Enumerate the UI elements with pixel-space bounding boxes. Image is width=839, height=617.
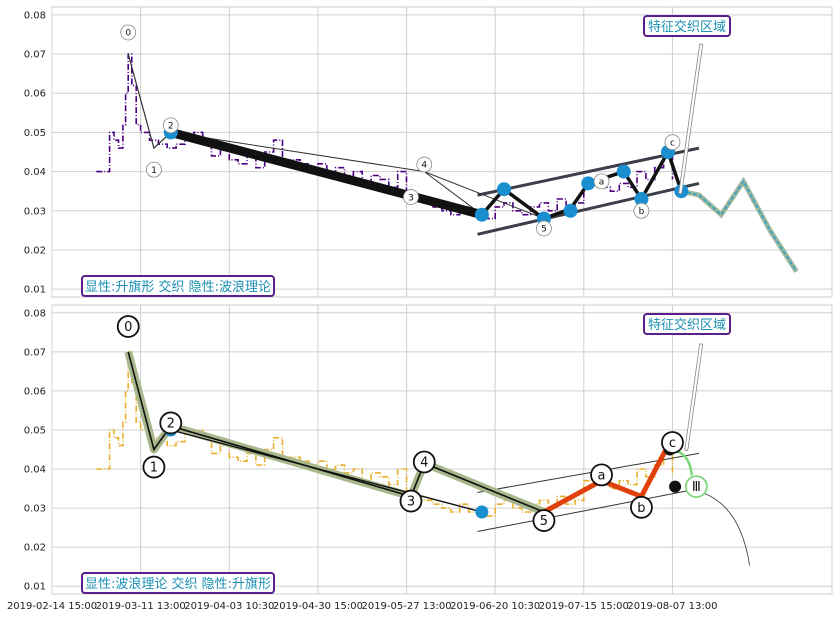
y-tick-label: 0.01 (24, 285, 46, 296)
wave-label: 5 (541, 225, 547, 235)
y-tick-label: 0.06 (24, 89, 46, 100)
wave-label-circle (532, 509, 556, 532)
bottom-chart-panel: 0.01 0.02 0.03 0.04 0.05 0.06 0.07 0.08 0 1 2 3 4 5 a b… (24, 304, 833, 595)
wave-label: 1 (151, 166, 157, 176)
y-tick-label: 0.07 (24, 347, 46, 358)
wave-label: 1 (150, 461, 158, 476)
pattern-label-box (81, 275, 275, 297)
wave-label-circle (416, 156, 433, 173)
x-tick-label: 2019-04-03 10:30 (184, 601, 274, 612)
wave-point (634, 192, 649, 207)
wave-label: 4 (421, 161, 427, 171)
wave-label-circle (116, 315, 140, 338)
marker-point (669, 480, 682, 493)
wave-point (616, 164, 631, 179)
x-tick-label: 2019-06-20 10:30 (450, 601, 540, 612)
y-tick-label: 0.03 (24, 504, 46, 515)
feature-region-box (643, 15, 731, 37)
pattern-label: 显性:波浪理论 交织 隐性:升旗形 (85, 576, 271, 592)
trend-line (542, 444, 671, 515)
y-tick-label: 0.05 (24, 425, 46, 436)
channel-lower-line (477, 488, 700, 532)
wave-point (474, 207, 489, 222)
wave-label: 2 (167, 416, 175, 431)
wave-label: c (670, 138, 675, 148)
wave-label-circle (684, 475, 708, 499)
indicator-bar (684, 343, 704, 451)
wave-label: a (599, 178, 605, 188)
feature-region-label: 特征交织区域 (648, 19, 726, 35)
x-tick-label: 2019-04-30 15:00 (273, 601, 363, 612)
feature-region-label: 特征交织区域 (648, 317, 726, 333)
wave-label: 4 (420, 455, 428, 470)
wave-point (563, 203, 578, 218)
wave-label-circle (120, 24, 137, 41)
y-tick-label: 0.07 (24, 50, 46, 61)
projection-line (681, 179, 798, 272)
plot-area (51, 6, 833, 298)
y-tick-label: 0.03 (24, 206, 46, 217)
feature-region-box (643, 313, 731, 335)
wave-label-circle (661, 431, 684, 454)
wave-label: 0 (124, 320, 132, 335)
y-tick-label: 0.02 (24, 543, 46, 554)
wave-label-circle (403, 189, 419, 205)
x-tick-label: 2019-02-14 15:00 (7, 601, 97, 612)
y-tick-label: 0.08 (24, 10, 46, 21)
wave-label: 5 (540, 514, 548, 529)
y-tick-label: 0.05 (24, 128, 46, 139)
wave-label-circle (412, 450, 436, 474)
wave-label-circle (142, 455, 166, 479)
x-tick-label: 2019-07-15 15:00 (539, 601, 629, 612)
wave-label: b (637, 501, 645, 516)
indicator-bar (678, 43, 704, 195)
wave-label: Ⅲ (692, 480, 701, 495)
wave-main-line (127, 53, 172, 150)
wave-main-line (166, 127, 487, 220)
x-tick-label: 2019-08-07 13:00 (627, 601, 717, 612)
wave-label-circle (630, 495, 653, 519)
wave-label-circle (146, 161, 162, 178)
wave-point (581, 176, 596, 191)
y-tick-label: 0.01 (24, 582, 46, 593)
wave-point (497, 182, 512, 197)
wave-label-circle (590, 463, 613, 487)
wave-label: 2 (168, 122, 174, 132)
y-tick-label: 0.06 (24, 386, 46, 397)
wave-label-circle (593, 173, 610, 190)
x-tick-label: 2019-03-11 13:00 (96, 601, 186, 612)
wave-label: 3 (407, 495, 415, 510)
wave-label: b (639, 207, 645, 217)
pattern-label: 显性:升旗形 交织 隐性:波浪理论 (85, 279, 271, 295)
channel-upper-line (477, 146, 700, 197)
wave-label-circle (399, 489, 423, 513)
wave-label-circle (159, 411, 183, 435)
wave-label-circle (162, 117, 179, 134)
wave-label: a (598, 468, 606, 483)
wave-thin-line (170, 429, 483, 513)
wave-point (475, 505, 489, 519)
wave-label-circle (536, 220, 552, 237)
plot-area (51, 304, 833, 595)
channel-lower-line (477, 181, 700, 236)
wave-label-circle (633, 202, 650, 219)
wave-label-circle (664, 134, 681, 151)
wave-label: 0 (125, 29, 131, 39)
wave-label: 3 (408, 193, 414, 203)
y-tick-label: 0.04 (24, 167, 46, 178)
top-chart-panel: 0.01 0.02 0.03 0.04 0.05 0.06 0.07 0.08 0 1 2 3 4 5 a b… (24, 6, 833, 298)
y-tick-label: 0.08 (24, 308, 46, 319)
x-tick-label: 2019-05-27 13:00 (361, 601, 451, 612)
y-tick-label: 0.02 (24, 245, 46, 256)
pattern-label-box (81, 572, 275, 594)
y-tick-label: 0.04 (24, 465, 46, 476)
wave-label: c (669, 436, 676, 451)
